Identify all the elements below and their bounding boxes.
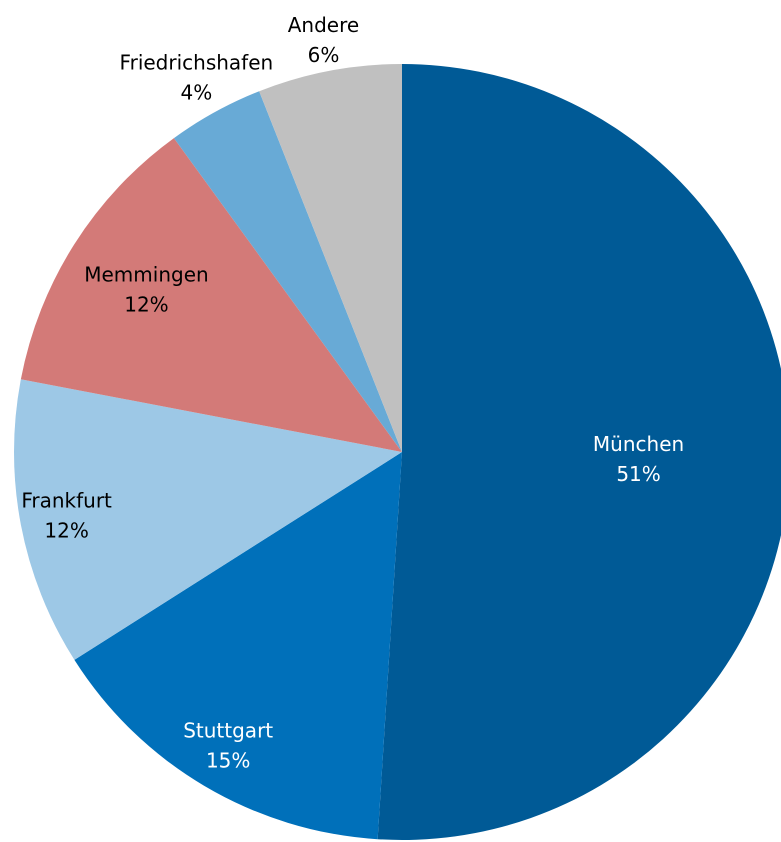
slice-label: Andere [288, 13, 359, 37]
pie-slice [259, 64, 402, 452]
slice-value-label: 4% [181, 80, 213, 104]
slice-label: München [593, 432, 684, 456]
slice-label: Stuttgart [183, 718, 273, 742]
slice-value-label: 15% [206, 748, 250, 772]
pie-slice [74, 452, 403, 840]
slice-value-label: 12% [44, 518, 88, 542]
pie-slice [377, 64, 781, 840]
slice-value-label: 6% [308, 43, 340, 67]
slice-value-label: 12% [124, 292, 168, 316]
slice-label: Friedrichshafen [120, 50, 274, 74]
pie-slice [13, 379, 402, 660]
pie-slice [173, 91, 402, 452]
slice-label: Memmingen [84, 262, 208, 286]
pie-slice [20, 138, 402, 452]
slice-value-label: 51% [616, 462, 660, 486]
slice-label: Frankfurt [21, 488, 112, 512]
